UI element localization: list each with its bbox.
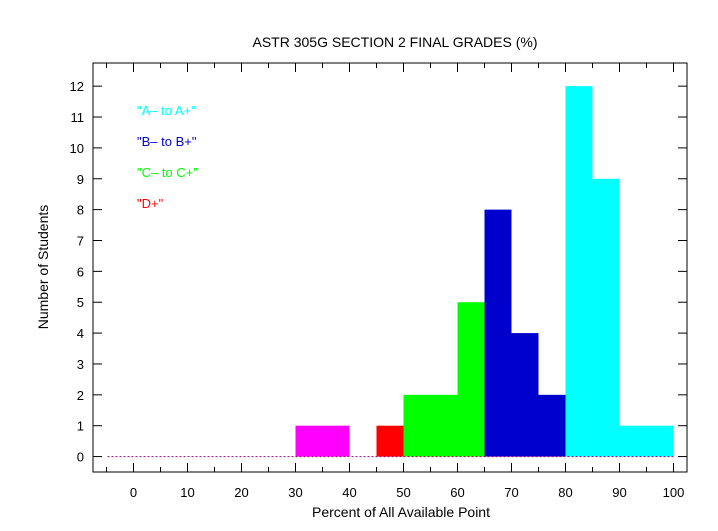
plot-frame	[92, 62, 688, 473]
y-tick-label: 2	[77, 388, 84, 403]
bar-0	[295, 425, 350, 457]
y-tick-label: 0	[77, 450, 84, 465]
x-tick-label: 40	[342, 485, 356, 500]
x-tick-label: 10	[180, 485, 194, 500]
bar-5	[511, 333, 539, 457]
y-tick-label: 12	[70, 79, 84, 94]
x-tick-label: 70	[504, 485, 518, 500]
chart-title: ASTR 305G SECTION 2 FINAL GRADES (%)	[253, 34, 538, 50]
y-tick-label: 5	[77, 295, 84, 310]
y-tick-label: 7	[77, 233, 84, 248]
bar-8	[592, 178, 620, 457]
y-tick-label: 4	[77, 326, 84, 341]
bar-4	[484, 209, 512, 457]
x-tick-label: 20	[234, 485, 248, 500]
bar-6	[538, 394, 566, 457]
x-axis-label: Percent of All Available Point	[312, 504, 490, 520]
bar-7	[565, 86, 593, 457]
y-axis-label: Number of Students	[35, 205, 51, 330]
legend-item-0: "A– to A+"	[137, 103, 196, 118]
legend-item-3: "D+"	[137, 196, 164, 211]
x-tick-labels: 0 10 20 30 40 50 60 70 80 90 100	[130, 485, 684, 500]
legend-item-2: "C– to C+"	[137, 165, 198, 180]
y-tick-label: 10	[70, 141, 84, 156]
bar-3	[457, 302, 485, 457]
y-tick-label: 9	[77, 172, 84, 187]
x-tick-label: 80	[558, 485, 572, 500]
bar-1	[376, 425, 404, 457]
x-tick-label: 30	[288, 485, 302, 500]
x-tick-label: 60	[450, 485, 464, 500]
y-tick-label: 11	[71, 110, 85, 125]
bars-group	[295, 86, 674, 457]
x-tick-label: 90	[612, 485, 626, 500]
bar-2	[403, 394, 458, 457]
y-tick-label: 6	[77, 264, 84, 279]
bar-9	[619, 425, 674, 457]
y-tick-label: 1	[77, 419, 84, 434]
x-tick-label: 100	[663, 485, 685, 500]
axis-ticks	[93, 63, 687, 472]
legend-item-1: "B– to B+"	[137, 134, 197, 149]
y-tick-label: 3	[77, 357, 84, 372]
x-tick-label: 0	[130, 485, 137, 500]
x-tick-label: 50	[396, 485, 410, 500]
y-tick-label: 8	[77, 203, 84, 218]
legend: "A– to A+" "B– to B+" "C– to C+" "D+"	[137, 103, 198, 211]
